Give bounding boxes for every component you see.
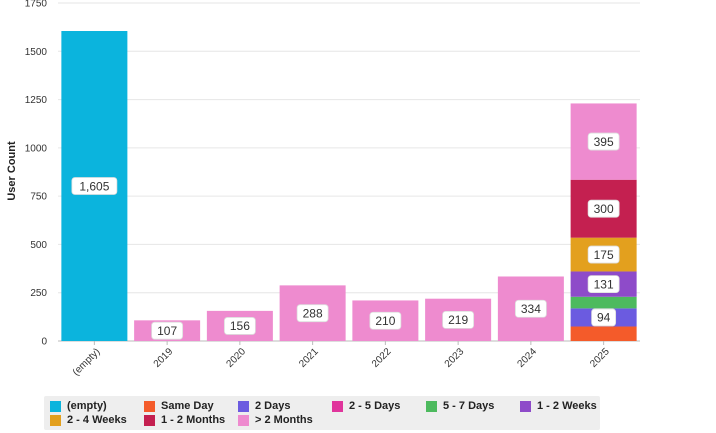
bar-segment[interactable]	[570, 326, 637, 341]
data-label-box	[223, 317, 256, 335]
legend-swatch	[520, 400, 531, 412]
legend-item[interactable]: 2 - 4 Weeks	[50, 414, 127, 426]
data-label-box	[442, 310, 475, 329]
data-label-value: 219	[448, 313, 468, 327]
legend-item[interactable]: (empty)	[50, 400, 107, 412]
legend-item[interactable]: 5 - 7 Days	[426, 400, 494, 412]
data-label: 175	[587, 245, 620, 264]
data-label: 219	[442, 310, 475, 329]
legend-swatch	[238, 414, 249, 426]
data-label-box	[514, 299, 547, 318]
legend-swatch	[238, 400, 249, 412]
data-label: 156	[223, 317, 256, 335]
data-label-value: 1,605	[79, 179, 109, 193]
data-label: 107	[151, 321, 184, 340]
y-tick-label: 750	[30, 192, 47, 203]
data-label: 395	[587, 132, 620, 151]
legend-label: > 2 Months	[255, 414, 313, 426]
data-label-box	[587, 132, 620, 151]
bar-segment[interactable]	[570, 296, 637, 309]
data-label-value: 395	[594, 135, 614, 149]
y-tick-label: 1750	[25, 0, 48, 10]
legend-label: 2 Days	[255, 400, 291, 412]
data-label-value: 288	[303, 306, 323, 320]
legend-swatch	[144, 414, 155, 426]
data-label-box	[587, 245, 620, 264]
y-axis-ticks: 0 250 500 750 1000 1250 1500 1750	[25, 0, 48, 348]
data-label-value: 131	[594, 277, 614, 291]
data-label-value: 210	[375, 314, 395, 328]
data-labels: 1,605 107 156 288 210 219 334 395 300 175 131 94	[71, 132, 620, 340]
x-tick-label: (empty)	[71, 346, 103, 378]
data-label: 94	[591, 308, 617, 327]
x-tick-label: 2020	[224, 346, 248, 370]
legend: (empty) Same Day 2 Days 2 - 5 Days 5 - 7 Day…	[44, 396, 600, 430]
data-label-box	[591, 308, 617, 327]
y-tick-label: 1500	[25, 47, 48, 58]
legend-swatch	[144, 400, 155, 412]
x-tick-label: 2022	[370, 346, 394, 370]
data-label: 300	[587, 199, 620, 218]
y-tick-label: 0	[41, 337, 47, 348]
legend-label: 1 - 2 Months	[161, 414, 226, 426]
data-label-value: 175	[594, 248, 614, 262]
legend-swatch	[332, 400, 343, 412]
x-tick-label: 2021	[297, 346, 321, 370]
data-label: 1,605	[71, 177, 118, 195]
legend-swatch	[426, 400, 437, 412]
legend-swatch	[50, 414, 61, 426]
data-label: 334	[514, 299, 547, 318]
data-label-value: 107	[157, 324, 177, 338]
data-label-value: 334	[521, 302, 541, 316]
data-label: 288	[296, 304, 329, 323]
data-label-value: 94	[597, 311, 611, 325]
legend-label: Same Day	[161, 400, 214, 412]
bars	[61, 31, 637, 342]
stacked-bar-chart: 0 250 500 750 1000 1250 1500 1750 User Count 1,…	[6, 0, 640, 378]
legend-label: 5 - 7 Days	[443, 400, 495, 412]
y-tick-label: 250	[30, 288, 47, 299]
legend-item[interactable]: 1 - 2 Weeks	[520, 400, 597, 412]
data-label-box	[369, 311, 402, 330]
data-label-value: 300	[594, 202, 614, 216]
data-label-value: 156	[230, 319, 250, 333]
legend-item[interactable]: 2 - 5 Days	[332, 400, 400, 412]
x-axis-ticks: (empty) 2019 2020 2021 2022 2023 2024 2025	[71, 341, 612, 378]
data-label-box	[587, 199, 620, 218]
legend-label: 2 - 4 Weeks	[67, 414, 127, 426]
legend-item[interactable]: > 2 Months	[238, 414, 313, 426]
x-tick-label: 2025	[588, 346, 612, 370]
y-tick-label: 1000	[25, 143, 48, 154]
gridlines	[58, 2, 640, 342]
data-label-box	[71, 177, 118, 195]
data-label-box	[151, 321, 184, 340]
x-tick-label: 2023	[443, 346, 467, 370]
legend-label: 2 - 5 Days	[349, 400, 401, 412]
legend-item[interactable]: 2 Days	[238, 400, 290, 412]
legend-item[interactable]: 1 - 2 Months	[144, 414, 225, 426]
data-label: 131	[587, 275, 620, 294]
data-label: 210	[369, 311, 402, 330]
legend-item[interactable]: Same Day	[144, 400, 214, 412]
legend-swatch	[50, 400, 61, 412]
y-tick-label: 1250	[25, 95, 48, 106]
legend-label: 1 - 2 Weeks	[537, 400, 597, 412]
x-tick-label: 2024	[515, 346, 539, 370]
data-label-box	[587, 275, 620, 294]
x-tick-label: 2019	[152, 346, 176, 370]
data-label-box	[296, 304, 329, 323]
y-tick-label: 500	[30, 240, 47, 251]
y-axis-title: User Count	[6, 141, 18, 201]
legend-label: (empty)	[67, 400, 107, 412]
